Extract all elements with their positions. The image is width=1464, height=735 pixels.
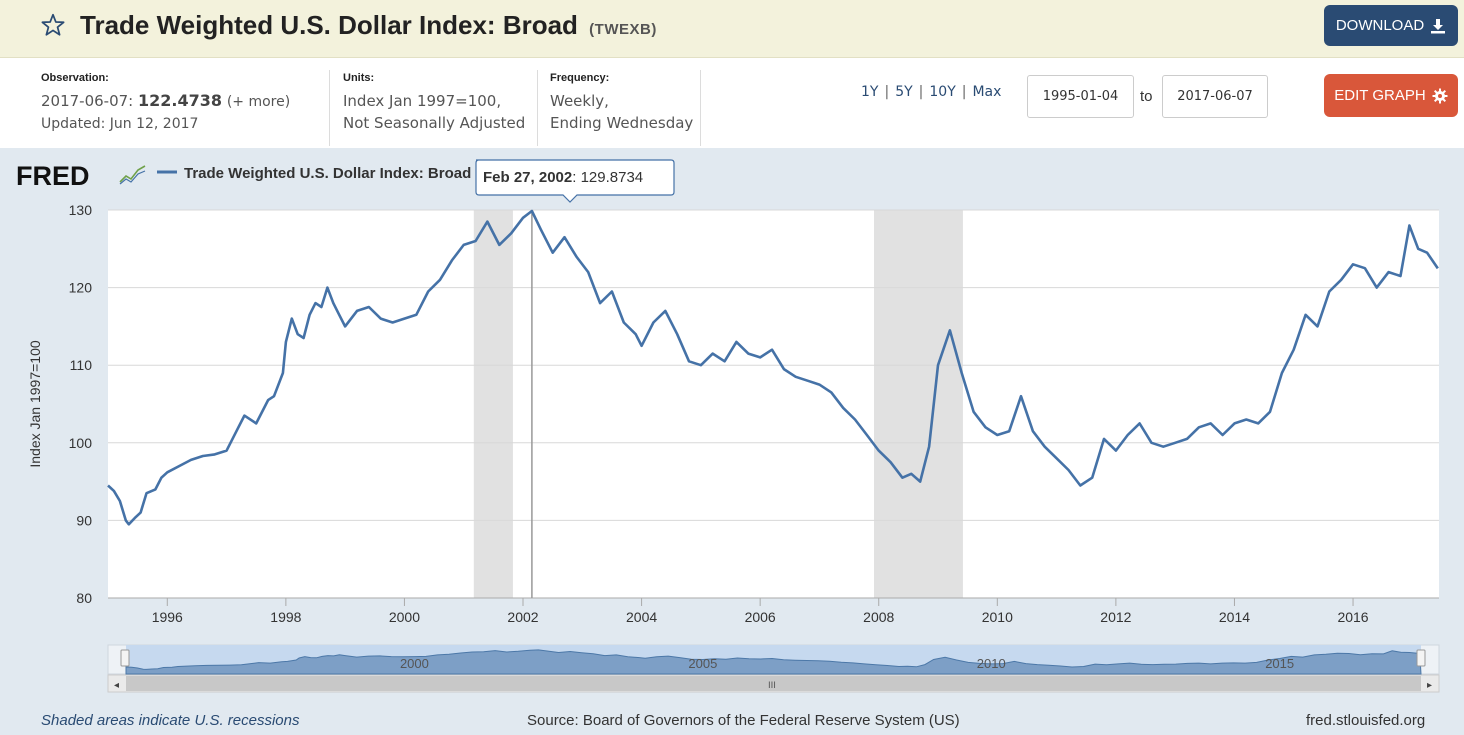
range-navigator[interactable]: 2000 2005 2010 2015 ◂ ▸ III xyxy=(107,644,1440,693)
page-title: Trade Weighted U.S. Dollar Index: Broad … xyxy=(80,10,657,41)
title-bar: Trade Weighted U.S. Dollar Index: Broad … xyxy=(0,0,1464,58)
frequency-block: Frequency: Weekly, Ending Wednesday xyxy=(550,72,693,134)
range-max[interactable]: Max xyxy=(972,84,1002,100)
x-tick-label: 2002 xyxy=(507,609,538,625)
x-tick-label: 2016 xyxy=(1337,609,1368,625)
tooltip-value: : 129.8734 xyxy=(572,169,643,186)
tooltip-date: Feb 27, 2002 xyxy=(483,169,572,186)
legend-label: Trade Weighted U.S. Dollar Index: Broad xyxy=(184,165,471,182)
observation-label: Observation: xyxy=(41,72,109,84)
gear-icon xyxy=(1432,88,1448,103)
units-line1: Index Jan 1997=100, xyxy=(343,92,502,110)
y-axis-label: Index Jan 1997=100 xyxy=(27,340,43,467)
units-block: Units: Index Jan 1997=100, Not Seasonall… xyxy=(343,72,525,134)
recession-band xyxy=(473,210,513,598)
frequency-line1: Weekly, xyxy=(550,92,609,110)
observation-value: 122.4738 xyxy=(138,91,223,110)
navigator-year-label: 2010 xyxy=(977,656,1006,671)
navigator-right-handle[interactable] xyxy=(1416,649,1426,667)
series-line[interactable] xyxy=(107,209,1439,526)
units-line2: Not Seasonally Adjusted xyxy=(343,114,526,132)
x-axis-ticks: 1996 1998 2000 2002 2004 2006 2008 2010 2012 2014… xyxy=(108,597,1439,625)
y-tick-label: 80 xyxy=(76,590,92,606)
navigator-left-handle[interactable] xyxy=(120,649,130,667)
series-id: (TWEXB) xyxy=(589,21,657,38)
divider xyxy=(537,70,538,146)
x-tick-label: 1998 xyxy=(270,609,301,625)
scrollbar-thumb[interactable] xyxy=(126,676,1421,691)
range-links: 1Y | 5Y | 10Y | Max xyxy=(861,84,1002,100)
recession-note: Shaded areas indicate U.S. recessions xyxy=(41,712,300,729)
frequency-line2: Ending Wednesday xyxy=(550,114,694,132)
divider xyxy=(700,70,701,146)
divider xyxy=(329,70,330,146)
range-10y[interactable]: 10Y xyxy=(929,84,956,100)
navigator-area xyxy=(125,649,1422,675)
x-tick-label: 2006 xyxy=(745,609,776,625)
series-title: Trade Weighted U.S. Dollar Index: Broad xyxy=(80,10,578,40)
fred-chart-icon xyxy=(119,163,146,185)
edit-graph-button[interactable]: EDIT GRAPH xyxy=(1324,74,1458,117)
scroll-right-icon[interactable]: ▸ xyxy=(1427,680,1432,691)
source-text: Source: Board of Governors of the Federa… xyxy=(527,712,960,729)
site-link[interactable]: fred.stlouisfed.org xyxy=(1306,712,1426,729)
x-tick-label: 2000 xyxy=(389,609,420,625)
x-tick-label: 2014 xyxy=(1219,609,1250,625)
range-5y[interactable]: 5Y xyxy=(895,84,913,100)
recession-band xyxy=(873,210,963,598)
y-tick-label: 100 xyxy=(69,435,93,451)
units-label: Units: xyxy=(343,72,375,84)
end-date-input[interactable]: 2017-06-07 xyxy=(1162,75,1268,118)
more-link[interactable]: (+ more) xyxy=(226,94,291,110)
range-1y[interactable]: 1Y xyxy=(861,84,879,100)
tooltip-text: Feb 27, 2002: 129.8734 xyxy=(483,169,643,186)
navigator-year-label: 2005 xyxy=(688,656,717,671)
star-icon[interactable] xyxy=(40,12,66,38)
y-tick-label: 90 xyxy=(76,512,92,528)
x-tick-label: 2010 xyxy=(982,609,1013,625)
y-tick-label: 110 xyxy=(70,357,93,373)
x-tick-label: 2008 xyxy=(863,609,894,625)
observation-date: 2017-06-07: xyxy=(41,92,134,110)
scroll-grip-icon[interactable]: III xyxy=(768,681,776,691)
scroll-left-icon[interactable]: ◂ xyxy=(114,680,119,691)
download-label: DOWNLOAD xyxy=(1335,17,1425,34)
navigator-labels: 2000 2005 2010 2015 xyxy=(400,656,1294,671)
to-label: to xyxy=(1140,88,1153,105)
x-tick-label: 2004 xyxy=(626,609,657,625)
x-tick-label: 2012 xyxy=(1100,609,1131,625)
download-button[interactable]: DOWNLOAD xyxy=(1324,5,1458,46)
y-axis-ticks: 80 90 100 110 120 130 xyxy=(69,202,93,606)
observation-block: Observation: 2017-06-07: 122.4738 (+ mor… xyxy=(41,72,290,135)
fred-logo: FRED xyxy=(16,161,90,191)
x-tick-label: 1996 xyxy=(152,609,183,625)
navigator-year-label: 2015 xyxy=(1265,656,1294,671)
navigator-year-label: 2000 xyxy=(400,656,429,671)
frequency-label: Frequency: xyxy=(550,72,610,84)
plot-area xyxy=(108,210,1439,598)
updated-text: Updated: Jun 12, 2017 xyxy=(41,116,199,132)
y-tick-label: 120 xyxy=(69,280,93,296)
meta-row: Observation: 2017-06-07: 122.4738 (+ mor… xyxy=(0,58,1464,148)
download-icon xyxy=(1431,18,1446,33)
start-date-input[interactable]: 1995-01-04 xyxy=(1027,75,1134,118)
tooltip: Feb 27, 2002: 129.8734 xyxy=(475,159,675,203)
y-tick-label: 130 xyxy=(69,202,93,218)
recession-shading xyxy=(473,210,963,598)
edit-graph-label: EDIT GRAPH xyxy=(1334,87,1426,104)
